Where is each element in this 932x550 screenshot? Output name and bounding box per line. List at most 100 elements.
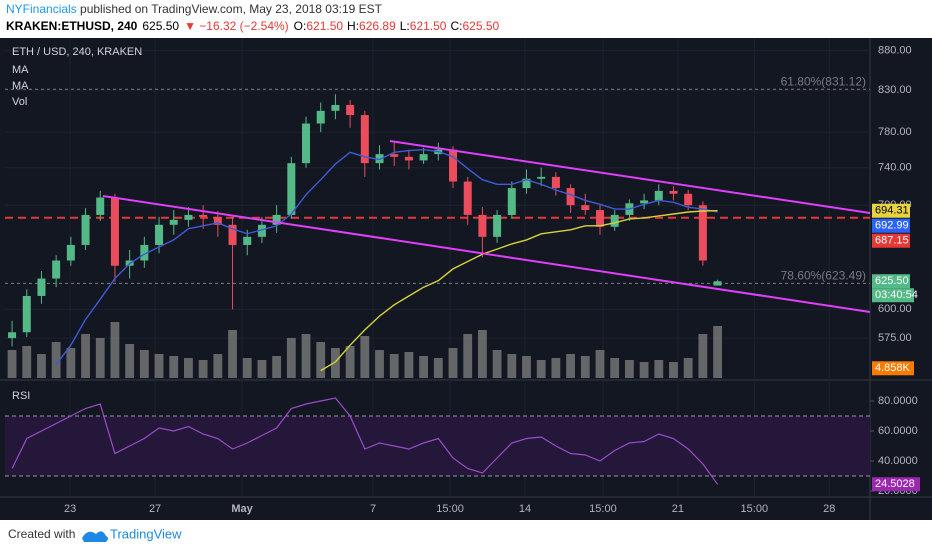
x-tick-label: 23 <box>64 503 76 515</box>
rsi-badge <box>872 477 920 492</box>
candle-body <box>287 163 296 215</box>
candle-body <box>713 281 722 286</box>
volume-bar <box>81 334 90 378</box>
candle-body <box>37 278 46 296</box>
footer-brand[interactable]: TradingView <box>110 526 182 541</box>
candle-body <box>375 154 384 164</box>
candle-body <box>140 244 149 261</box>
volume-bar <box>125 344 135 378</box>
volume-bar <box>669 362 678 378</box>
candle-body <box>257 224 266 237</box>
volume-bar <box>551 358 561 378</box>
candle-body <box>96 197 105 215</box>
volume-bar <box>242 358 252 378</box>
volume-bar <box>286 338 296 378</box>
volume-bar <box>698 334 708 378</box>
candle-body <box>522 178 531 189</box>
volume-bar <box>492 350 502 378</box>
volume-bar <box>37 354 46 378</box>
ohlc-value: 626.89 <box>359 19 396 33</box>
volume-bar <box>595 350 605 378</box>
candle-body <box>640 200 649 204</box>
symbol-line: KRAKEN:ETHUSD, 240 625.50 ▼ −16.32 (−2.54%… <box>6 19 499 33</box>
legend-entry[interactable]: MA <box>12 80 29 92</box>
trend-line <box>389 140 871 214</box>
rsi-badge-label: 24.5028 <box>875 478 915 490</box>
volume-bar <box>169 356 179 378</box>
x-tick-label: 15:00 <box>436 503 464 515</box>
rsi-legend[interactable]: RSI <box>12 390 30 402</box>
candle-body <box>243 236 252 245</box>
volume-bar <box>213 354 223 378</box>
volume-bar <box>198 360 208 378</box>
rsi-tick-label: 60.0000 <box>878 425 918 437</box>
legend-entry[interactable]: Vol <box>12 96 27 108</box>
candle-body <box>463 181 472 215</box>
ohlc-label: C: <box>450 19 462 33</box>
volume-bar <box>477 330 487 378</box>
plot: 23 27 May 7 15:00 14 15:00 21 15:00 28 880.00 830.0… <box>5 38 920 515</box>
volume-bar <box>139 350 149 378</box>
candle-body <box>654 190 663 201</box>
candle-body <box>316 110 325 124</box>
candle-body <box>684 193 693 206</box>
price-badge-label: 694.31 <box>875 205 909 217</box>
volume-bar <box>375 350 384 378</box>
candle-body <box>537 176 546 179</box>
candle-body <box>272 214 281 225</box>
ohlc-label: O: <box>294 19 307 33</box>
volume-bar <box>331 348 340 378</box>
fib-label: 61.80%(831.12) <box>781 74 866 88</box>
candle-body <box>360 115 369 164</box>
moving-average <box>55 148 718 365</box>
price-badge <box>872 274 910 289</box>
candle-body <box>581 205 590 211</box>
candle-body <box>551 176 560 189</box>
volume-bar <box>448 348 458 378</box>
volume-bar <box>610 358 620 378</box>
volume-bar <box>389 354 399 378</box>
header-line: NYFinancials published on TradingView.co… <box>6 2 383 16</box>
price-badge <box>872 203 910 218</box>
rsi-tick-label: 40.0000 <box>878 455 918 467</box>
y-tick-label: 880.00 <box>878 45 912 57</box>
candle-body <box>184 214 193 220</box>
candle-body <box>669 190 678 194</box>
rsi-line <box>11 397 719 485</box>
volume-bar <box>507 354 517 378</box>
volume-bar <box>536 360 546 378</box>
volume-bar <box>580 356 590 378</box>
volume-bar <box>345 346 355 378</box>
volume-bar <box>22 346 32 378</box>
author[interactable]: NYFinancials <box>6 2 77 16</box>
volume-bar <box>228 330 237 378</box>
volume-bar <box>433 358 443 378</box>
volume-bar <box>522 356 531 378</box>
logo <box>82 531 108 542</box>
candle-body <box>419 154 428 161</box>
candle-body <box>346 104 355 116</box>
x-tick-label: 15:00 <box>741 503 769 515</box>
countdown: 03:40:54 <box>875 289 918 301</box>
volume-bar <box>257 360 267 378</box>
candle-body <box>610 214 619 227</box>
x-tick-label: 7 <box>370 503 376 515</box>
volume-bar <box>639 362 649 378</box>
price-badge <box>872 218 910 233</box>
y-tick-label: 575.00 <box>878 332 912 344</box>
volume-bar <box>272 356 282 378</box>
header-bg <box>0 0 932 38</box>
candle-body <box>595 210 604 227</box>
candle-body <box>169 219 178 225</box>
x-tick-label: 21 <box>672 503 684 515</box>
x-tick-label: 28 <box>823 503 835 515</box>
volume-bar <box>301 334 311 378</box>
candle-body <box>331 104 340 111</box>
candle-body <box>8 332 17 339</box>
volume-bar <box>654 360 664 378</box>
legend-entry[interactable]: MA <box>12 64 29 76</box>
volume-bar <box>624 360 634 378</box>
symbol: KRAKEN:ETHUSD, 240 <box>6 19 138 33</box>
footer-text: Created with <box>8 527 75 541</box>
candle-body <box>449 149 458 182</box>
